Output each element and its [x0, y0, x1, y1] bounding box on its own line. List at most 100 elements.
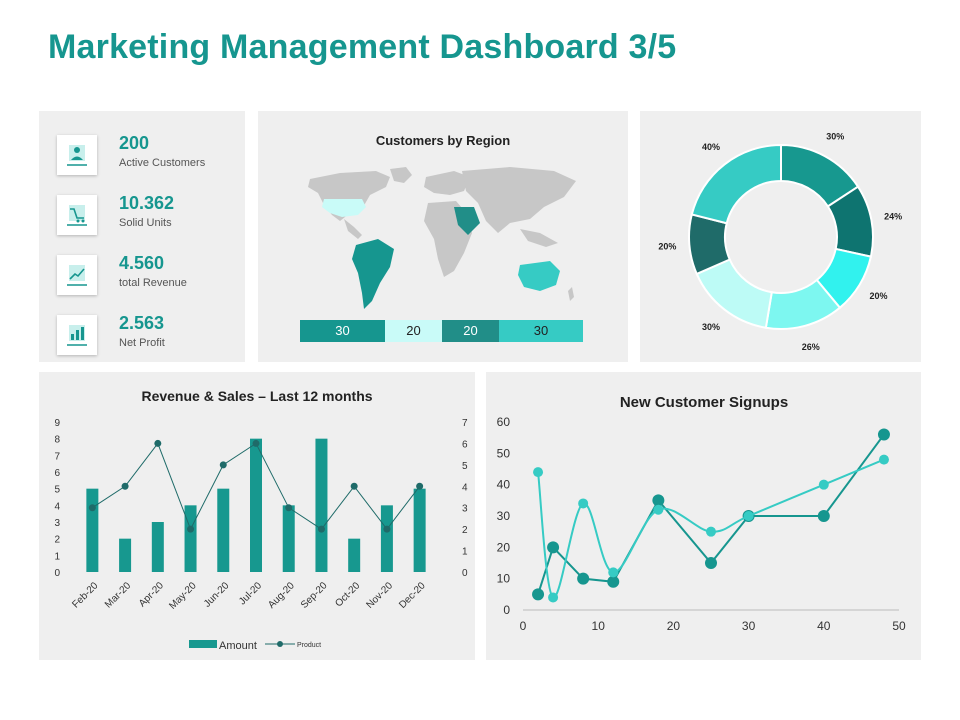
region-greenland — [390, 167, 412, 183]
y-tick-label: 2 — [54, 535, 60, 546]
x-tick-label: Feb-20 — [70, 580, 100, 610]
x-tick-label: Dec-20 — [397, 580, 428, 611]
point-series-b — [706, 526, 716, 537]
kpi-net-profit: 2.563 Net Profit — [57, 313, 242, 357]
bar-amount — [348, 538, 361, 572]
world-map — [308, 167, 576, 309]
donut-label: 30% — [826, 132, 844, 142]
donut-chart: 30% 24% 20% 26% 30% 20% 40% — [658, 132, 902, 352]
kpi-label: Active Customers — [119, 157, 206, 169]
y-tick-label: 0 — [54, 568, 60, 579]
point-product — [187, 525, 195, 533]
revenue-sales-panel: Revenue & Sales – Last 12 months 0 1 2 3 4 5 6… — [39, 372, 475, 660]
page-title: Marketing Management Dashboard 3/5 — [48, 28, 677, 66]
point-product — [88, 504, 96, 512]
customers-by-region-panel: Customers by Region 30 20 20 30 — [258, 111, 628, 362]
point-product — [350, 482, 358, 490]
y-tick-label: 3 — [54, 518, 60, 529]
y2-tick-label: 4 — [462, 482, 468, 493]
region-usa — [322, 199, 366, 217]
point-series-a — [705, 557, 717, 569]
region-bar-2: 20 — [385, 320, 442, 342]
y2-tick-label: 3 — [462, 504, 468, 515]
y2-tick-label: 2 — [462, 525, 468, 536]
kpi-active-customers: 200 Active Customers — [57, 133, 242, 177]
y-tick-label: 7 — [54, 451, 60, 462]
y-tick-label: 40 — [497, 478, 511, 492]
revenue-sales-chart: Revenue & Sales – Last 12 months 0 1 2 3 4 5 6… — [54, 388, 468, 652]
y-tick-label: 20 — [497, 540, 511, 554]
point-product — [154, 439, 162, 447]
x-tick-label: Oct-20 — [333, 580, 362, 609]
y-tick-label: 4 — [54, 501, 60, 512]
region-middle-east — [454, 207, 480, 235]
kpi-label: Solid Units — [119, 217, 172, 229]
y2-tick-label: 5 — [462, 461, 468, 472]
y2-tick-label: 6 — [462, 439, 468, 450]
point-series-a — [817, 510, 830, 522]
chart-title: New Customer Signups — [620, 394, 788, 411]
x-tick-label: Apr-20 — [137, 580, 166, 609]
point-series-b — [878, 454, 889, 465]
bar-amount — [380, 505, 393, 572]
bar-amount — [413, 488, 426, 572]
donut-label: 20% — [658, 241, 676, 251]
point-series-a — [577, 572, 590, 585]
region-australia — [518, 261, 560, 291]
region-bar-label: 20 — [463, 323, 478, 338]
y-tick-label: 6 — [54, 468, 60, 479]
donut-label: 40% — [702, 142, 720, 152]
bar-amount — [282, 505, 295, 572]
bar-amount — [315, 438, 328, 572]
x-tick-label: Aug-20 — [266, 580, 297, 611]
point-product — [219, 461, 227, 469]
y-tick-label: 8 — [54, 435, 60, 446]
units-icon — [57, 195, 97, 235]
y2-tick-label: 0 — [462, 568, 468, 579]
bar-amount — [217, 488, 230, 572]
region-southeast-asia — [520, 229, 558, 247]
kpi-total-revenue: 4.560 total Revenue — [57, 253, 242, 297]
legend-marker-product — [277, 641, 283, 647]
region-bar-label: 30 — [335, 323, 350, 338]
kpi-panel: 200 Active Customers 10.362 Solid Units … — [39, 111, 245, 362]
point-product — [121, 482, 129, 490]
y-tick-label: 50 — [497, 446, 511, 460]
y-tick-label: 9 — [54, 418, 60, 429]
signups-chart: New Customer Signups 0 10 20 30 40 50 60 0 10 20 3… — [497, 394, 906, 633]
kpi-label: total Revenue — [119, 277, 187, 289]
donut-label: 30% — [702, 322, 720, 332]
region-bar-1: 30 — [300, 320, 385, 342]
x-tick-label: Jul-20 — [237, 580, 264, 607]
point-product — [285, 504, 293, 512]
point-series-b — [818, 479, 829, 490]
point-series-b — [548, 592, 559, 603]
point-series-b — [578, 498, 589, 509]
region-south-america — [352, 239, 394, 309]
kpi-label: Net Profit — [119, 337, 165, 349]
point-product — [383, 525, 391, 533]
region-new-zealand — [568, 287, 574, 301]
kpi-value: 200 — [119, 133, 150, 153]
y-tick-label: 5 — [54, 485, 60, 496]
x-tick-label: 30 — [742, 619, 756, 633]
point-series-a — [547, 541, 560, 554]
kpi-solid-units: 10.362 Solid Units — [57, 193, 242, 237]
x-tick-label: May-20 — [167, 580, 199, 612]
donut-label: 24% — [884, 211, 902, 221]
customers-icon — [57, 135, 97, 175]
bar-amount — [119, 538, 132, 572]
x-tick-label: 20 — [667, 619, 681, 633]
chart-title: Revenue & Sales – Last 12 months — [141, 388, 372, 404]
point-series-a — [652, 494, 665, 507]
region-central-america — [344, 219, 362, 239]
y-tick-label: 10 — [497, 572, 511, 586]
y-tick-label: 1 — [54, 551, 60, 562]
x-tick-label: Sep-20 — [299, 580, 330, 611]
bar-amount — [250, 438, 262, 572]
map-title: Customers by Region — [375, 133, 511, 148]
point-series-b — [608, 567, 619, 578]
region-bar-label: 30 — [533, 323, 549, 338]
region-bar-3: 20 — [442, 320, 499, 342]
y-tick-label: 60 — [497, 415, 511, 429]
